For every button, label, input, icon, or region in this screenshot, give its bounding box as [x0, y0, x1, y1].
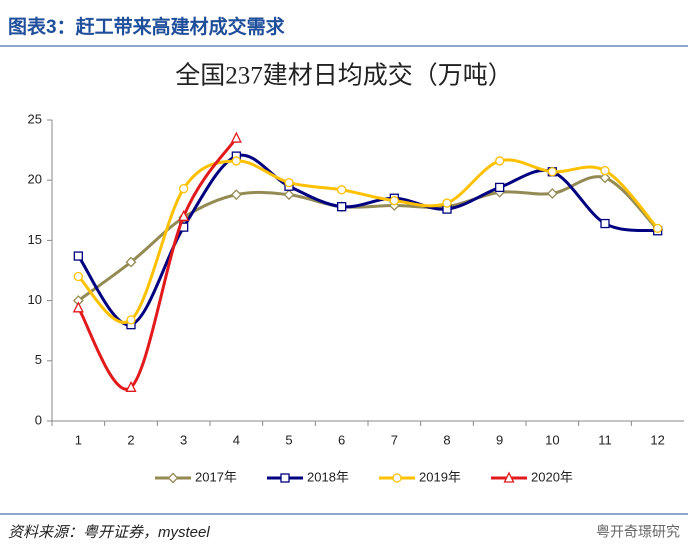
legend-label: 2018年 [307, 469, 349, 484]
point [126, 315, 136, 325]
point [337, 185, 347, 195]
legend-label: 2019年 [419, 469, 461, 484]
y-tick-label: 5 [35, 352, 42, 367]
x-tick-label: 12 [650, 432, 664, 447]
series-line [77, 158, 659, 324]
point [599, 172, 611, 184]
x-tick-label: 7 [391, 432, 398, 447]
y-tick-label: 0 [35, 412, 42, 427]
y-tick-label: 10 [28, 292, 42, 307]
point [389, 196, 399, 206]
x-tick-label: 11 [598, 432, 612, 447]
point [230, 189, 242, 201]
x-tick-label: 1 [75, 432, 82, 447]
point [179, 183, 189, 194]
point [600, 165, 610, 176]
point [284, 177, 294, 188]
legend-marker [392, 473, 402, 483]
series-line [77, 175, 659, 302]
x-tick-label: 6 [338, 432, 345, 447]
point [178, 209, 190, 221]
legend-marker [167, 472, 179, 484]
x-tick-label: 2 [127, 432, 134, 447]
y-tick-label: 15 [28, 232, 42, 247]
watermark: 粤开奇璟研究 [596, 524, 680, 540]
point [125, 256, 137, 268]
point [653, 223, 663, 234]
point [442, 198, 452, 208]
series-line [77, 153, 658, 327]
legend-marker [503, 471, 515, 483]
point [495, 156, 505, 166]
series-line [77, 137, 238, 391]
chart-title: 全国237建材日均成交（万吨） [175, 62, 513, 90]
point [73, 271, 83, 282]
legend-marker [280, 473, 290, 483]
x-tick-label: 4 [233, 432, 240, 447]
source: 资料来源：粤开证券，mysteel [8, 524, 210, 541]
legend-label: 2020年 [531, 469, 573, 484]
point [73, 251, 83, 261]
legend-label: 2017年 [195, 469, 237, 484]
x-tick-label: 9 [496, 432, 503, 447]
figure-title: 图表3：赶工带来高建材成交需求 [8, 15, 286, 38]
point [337, 202, 347, 212]
x-tick-label: 3 [180, 432, 187, 447]
point [547, 167, 557, 177]
point [546, 188, 558, 199]
point [72, 301, 84, 313]
point [495, 182, 505, 193]
x-tick-label: 5 [285, 432, 292, 447]
point [125, 380, 137, 392]
y-tick-label: 25 [28, 111, 42, 126]
point [283, 189, 295, 201]
point [231, 156, 241, 166]
x-tick-label: 8 [443, 432, 450, 447]
point [230, 131, 242, 143]
x-tick-label: 10 [545, 432, 559, 447]
y-tick-label: 20 [28, 172, 42, 187]
point [600, 218, 610, 229]
